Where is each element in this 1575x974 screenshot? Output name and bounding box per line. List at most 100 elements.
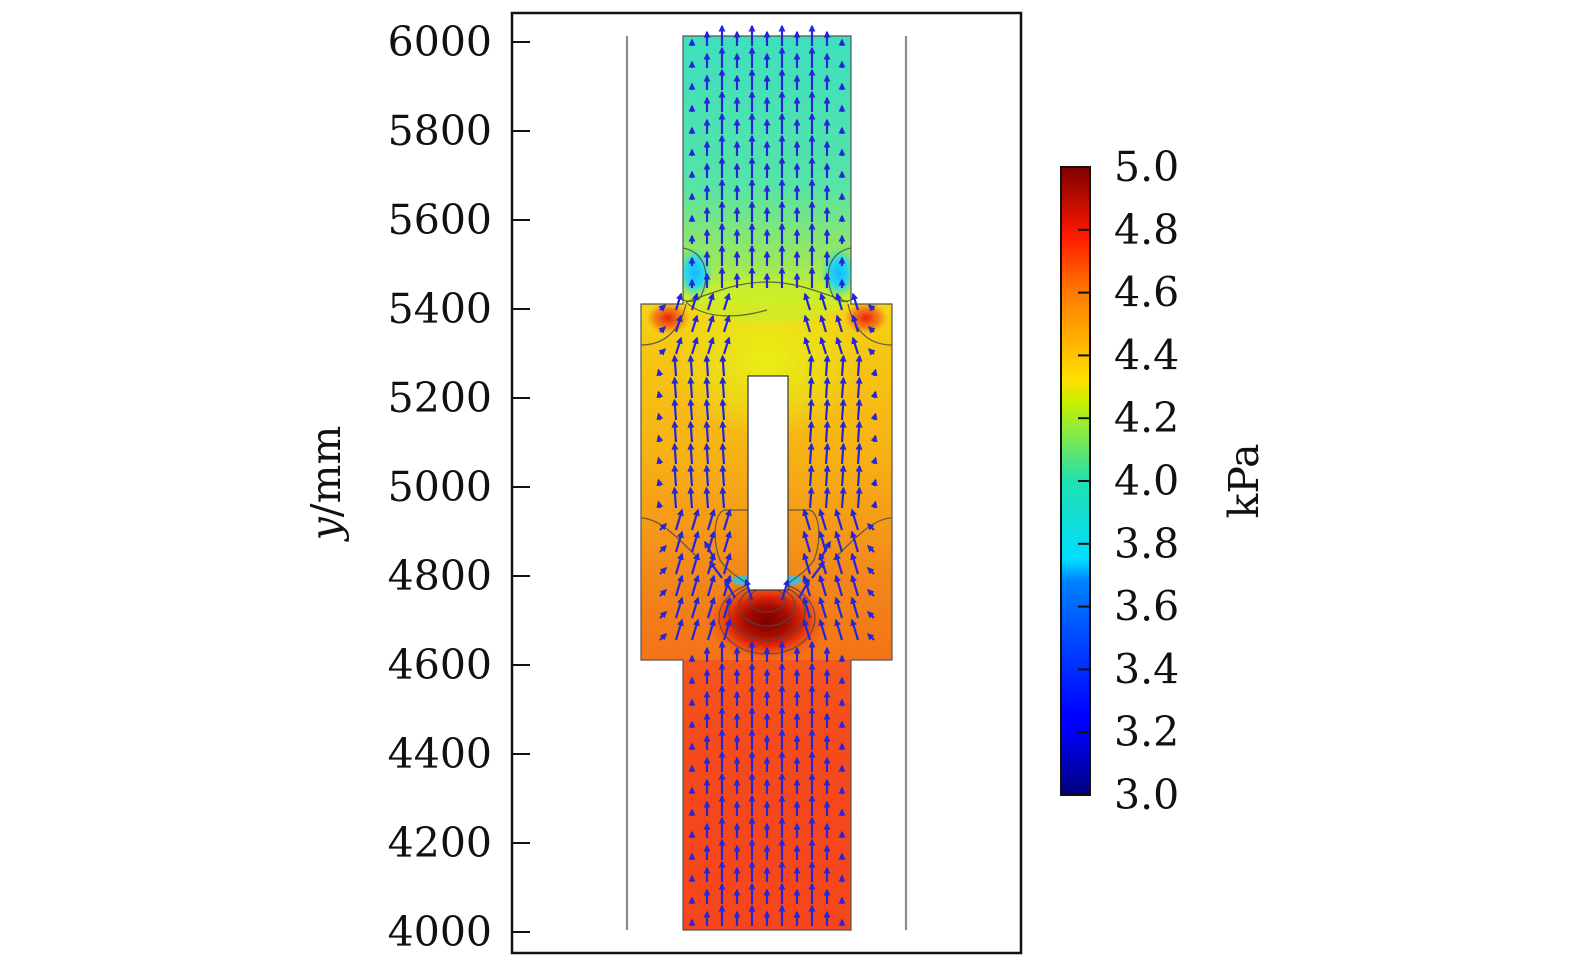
velocity-arrow — [659, 567, 667, 575]
velocity-arrow — [703, 398, 711, 421]
right-vortex — [821, 247, 857, 299]
velocity-arrow — [802, 530, 812, 553]
velocity-arrow — [709, 560, 723, 579]
left-corner-hotspot — [646, 302, 690, 334]
velocity-arrow — [834, 596, 844, 619]
y-tick-label: 4600 — [388, 641, 492, 689]
velocity-arrow — [704, 540, 716, 561]
velocity-arrow — [690, 530, 700, 553]
green-band-top — [687, 278, 847, 322]
velocity-arrow — [658, 326, 667, 334]
velocity-arrow — [839, 486, 847, 509]
velocity-arrow — [687, 464, 695, 487]
velocity-arrow — [823, 398, 831, 421]
velocity-arrow — [867, 611, 875, 619]
velocity-arrow — [818, 618, 828, 641]
velocity-arrow — [722, 508, 732, 531]
velocity-arrow — [703, 464, 711, 487]
velocity-arrow — [855, 420, 863, 443]
velocity-arrow — [719, 398, 727, 421]
velocity-arrow — [671, 486, 679, 509]
y-axis-title: y/mm — [302, 426, 350, 543]
velocity-arrow — [724, 578, 736, 599]
velocity-arrow — [839, 376, 847, 399]
velocity-arrow — [819, 336, 828, 355]
velocity-arrow — [722, 530, 732, 553]
velocity-arrow — [706, 596, 716, 619]
velocity-arrow — [850, 530, 860, 553]
colorbar-tick-label: 3.4 — [1114, 645, 1179, 693]
obstacle-block — [747, 375, 789, 591]
y-tick-label: 4200 — [388, 819, 492, 867]
velocity-arrow — [855, 354, 863, 377]
velocity-arrow — [722, 618, 732, 641]
velocity-arrow — [807, 442, 815, 465]
velocity-arrow — [807, 398, 815, 421]
velocity-arrow — [674, 552, 684, 575]
colorbar-tick-label: 4.6 — [1114, 269, 1179, 317]
velocity-arrow — [850, 552, 860, 575]
velocity-arrow — [671, 420, 679, 443]
y-tick-label: 5400 — [388, 285, 492, 333]
velocity-arrow — [722, 336, 731, 355]
velocity-arrow — [855, 398, 863, 421]
velocity-arrow — [807, 486, 815, 509]
velocity-arrow — [706, 336, 715, 355]
colorbar-tick-label: 3.2 — [1114, 708, 1179, 756]
colorbar-tick-label: 3.8 — [1114, 520, 1179, 568]
velocity-arrow — [674, 574, 684, 597]
y-tick-label: 6000 — [388, 18, 492, 66]
velocity-arrow — [722, 314, 731, 333]
velocity-arrow — [706, 508, 716, 531]
colorbar-ticks: 3.0 3.2 3.4 3.6 3.8 4.0 4.2 4.4 4.6 4.8 5.0 — [1078, 143, 1179, 819]
left-vortex — [677, 247, 713, 299]
velocity-arrow — [839, 398, 847, 421]
velocity-arrow — [823, 354, 831, 377]
colorbar-tick-label: 5.0 — [1114, 143, 1179, 191]
colorbar-title: kPa — [1220, 443, 1268, 518]
velocity-arrow — [659, 523, 667, 531]
velocity-arrow — [780, 578, 790, 601]
velocity-arrow — [850, 508, 860, 531]
velocity-arrow — [850, 574, 860, 597]
velocity-arrow — [850, 618, 860, 641]
velocity-arrow — [870, 368, 878, 377]
velocity-arrow — [834, 530, 844, 553]
velocity-arrow — [690, 508, 700, 531]
velocity-arrow — [656, 390, 664, 399]
velocity-arrow — [867, 589, 875, 597]
velocity-arrow — [706, 574, 716, 597]
velocity-arrow — [674, 314, 683, 333]
y-tick-label: 4400 — [388, 730, 492, 778]
velocity-arrow — [671, 398, 679, 421]
velocity-arrow — [703, 442, 711, 465]
velocity-arrow — [802, 596, 812, 619]
velocity-arrow — [671, 376, 679, 399]
velocity-arrow — [719, 442, 727, 465]
velocity-arrow — [802, 618, 812, 641]
velocity-arrow — [671, 442, 679, 465]
velocity-arrow — [823, 420, 831, 443]
velocity-arrow — [687, 376, 695, 399]
velocity-arrow — [867, 633, 875, 641]
velocity-arrow — [802, 508, 812, 531]
velocity-arrow — [851, 336, 860, 355]
velocity-arrow — [867, 304, 876, 312]
velocity-arrow — [855, 376, 863, 399]
velocity-arrow — [690, 596, 700, 619]
velocity-arrow — [819, 314, 828, 333]
velocity-arrow — [659, 611, 667, 619]
velocity-arrow — [659, 589, 667, 597]
velocity-arrow — [839, 442, 847, 465]
velocity-arrow — [798, 578, 810, 599]
velocity-arrow — [674, 292, 683, 311]
velocity-arrow — [851, 292, 860, 311]
velocity-arrow — [870, 456, 878, 465]
velocity-arrow — [867, 326, 876, 334]
velocity-arrow — [839, 354, 847, 377]
velocity-arrow — [659, 545, 667, 553]
velocity-arrow — [722, 552, 732, 575]
right-corner-hotspot — [844, 302, 888, 334]
velocity-arrow — [687, 420, 695, 443]
